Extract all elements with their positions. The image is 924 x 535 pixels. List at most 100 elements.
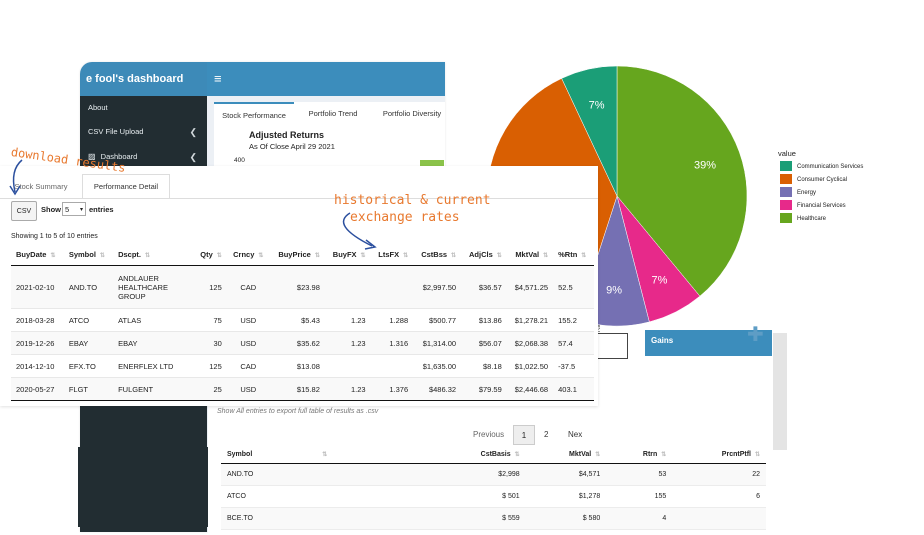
column-header[interactable]: BuyDate ⇅ — [11, 244, 64, 266]
table-row[interactable]: 2019-12-26 EBAY EBAY 30 USD $35.62 1.23 1.316 $1… — [11, 331, 594, 355]
tab-stock-summary[interactable]: Stock Summary — [14, 182, 68, 191]
sidebar-item-about[interactable]: About — [80, 96, 207, 120]
table-cell: $36.57 — [461, 265, 507, 309]
entries-select-value: 5 — [65, 205, 70, 214]
table-cell: $486.32 — [413, 377, 462, 401]
table-cell: $15.82 — [269, 377, 325, 401]
csv-download-button[interactable]: CSV — [11, 201, 37, 221]
sort-icon: ⇅ — [322, 452, 328, 458]
tab-portfolio-diversity[interactable]: Portfolio Diversity — [382, 109, 442, 118]
table-cell: USD — [226, 331, 270, 355]
table-cell: $2,997.50 — [413, 265, 462, 309]
pie-slice-label: 7% — [589, 100, 605, 112]
sort-icon: ⇅ — [543, 253, 549, 259]
table-cell: $13.08 — [269, 354, 325, 378]
pie-slice-communication-services — [561, 65, 618, 197]
column-header[interactable]: BuyPrice ⇅ — [269, 244, 325, 266]
column-header[interactable]: MktVal ⇅ — [506, 244, 554, 266]
sort-icon: ⇅ — [754, 452, 760, 458]
column-header[interactable]: Symbol ⇅ — [63, 244, 114, 266]
pager-next[interactable]: Nex — [568, 430, 583, 439]
legend-swatch — [780, 187, 792, 198]
table-cell: 1.23 — [324, 308, 371, 332]
legend-item: Financial Services — [780, 200, 846, 212]
column-header[interactable]: BuyFX ⇅ — [324, 244, 371, 266]
pager-page-2[interactable]: 2 — [544, 430, 549, 439]
legend-label: Energy — [797, 190, 817, 196]
column-header[interactable]: CstBss ⇅ — [413, 244, 462, 266]
table-row[interactable]: 2021-02-10 AND.TO ANDLAUER HEALTHCARE GROU… — [11, 265, 594, 309]
table-cell: 52.5 — [553, 265, 594, 309]
entries-select[interactable]: 5 ▾ — [62, 202, 86, 216]
column-header-label: LtsFX — [378, 250, 400, 259]
axis-tick: 400 — [234, 157, 245, 164]
table-cell: 403.1 — [553, 377, 594, 401]
table-cell: 2021-02-10 — [11, 265, 64, 309]
chevron-down-icon: ▾ — [79, 207, 83, 213]
pie-slice-label: 9% — [606, 285, 622, 297]
table-cell: 2019-12-26 — [11, 331, 64, 355]
tab-stock-performance[interactable]: Stock Performance — [214, 102, 294, 128]
sort-icon: ⇅ — [50, 253, 56, 259]
column-header[interactable]: Rtrn ⇅ — [606, 446, 673, 464]
column-header[interactable]: Symbol ⇅ — [221, 446, 431, 464]
chevron-left-icon: ❮ — [189, 127, 197, 137]
column-header[interactable]: MktVal ⇅ — [525, 446, 607, 464]
column-header-label: MktVal — [515, 250, 540, 259]
table-cell: 155 — [606, 485, 673, 508]
column-header[interactable]: %Rtn ⇅ — [553, 244, 594, 266]
column-header[interactable]: AdjCls ⇅ — [461, 244, 507, 266]
dashboard-topbar: ≡ — [207, 62, 445, 96]
performance-table: BuyDate ⇅ Symbol ⇅ Dscpt. ⇅ Qty ⇅ Crncy ⇅ BuyPrice… — [11, 244, 594, 401]
table-cell — [370, 354, 414, 378]
table-row[interactable]: AND.TO $2,998 $4,571 53 22 — [221, 463, 766, 486]
table-cell: 2020-05-27 — [11, 377, 64, 401]
table-cell: FULGENT — [113, 377, 194, 401]
performance-detail-card: Stock Summary Performance Detail CSV Sho… — [0, 166, 598, 406]
table-cell: $2,998 — [430, 463, 526, 486]
column-header[interactable]: Dscpt. ⇅ — [113, 244, 194, 266]
showing-info: Showing 1 to 5 of 10 entries — [11, 233, 98, 240]
sidebar-background — [78, 447, 208, 527]
column-header[interactable]: Qty ⇅ — [193, 244, 227, 266]
legend-item: Consumer Cyclical — [780, 174, 847, 186]
table-cell: ATCO — [221, 485, 431, 508]
sidebar-item-label: CSV File Upload — [88, 127, 144, 136]
table-cell: $79.59 — [461, 377, 507, 401]
table-cell: 1.288 — [370, 308, 414, 332]
scrollbar[interactable] — [773, 333, 787, 450]
tab-portfolio-trend[interactable]: Portfolio Trend — [308, 109, 358, 118]
table-cell: $5.43 — [269, 308, 325, 332]
table-cell: $8.18 — [461, 354, 507, 378]
table-cell: EBAY — [113, 331, 194, 355]
hamburger-icon[interactable]: ≡ — [214, 71, 222, 86]
sort-icon: ⇅ — [258, 253, 264, 259]
table-cell: USD — [226, 377, 270, 401]
table-row[interactable]: ATCO $ 501 $1,278 155 6 — [221, 485, 766, 508]
legend-label: Financial Services — [797, 203, 846, 209]
export-footnote: Show All entries to export full table of… — [217, 408, 379, 415]
table-header-row: BuyDate ⇅ Symbol ⇅ Dscpt. ⇅ Qty ⇅ Crncy ⇅ BuyPrice… — [11, 244, 594, 266]
pager-page-1[interactable]: 1 — [513, 425, 535, 445]
sidebar-item-label: Dashboard — [100, 152, 138, 161]
legend-swatch — [780, 200, 792, 211]
pager-previous[interactable]: Previous — [473, 430, 505, 439]
table-row[interactable]: 2020-05-27 FLGT FULGENT 25 USD $15.82 1.23 1.37… — [11, 377, 594, 401]
sidebar-item-dashboard[interactable]: ▨ Dashboard ❮ — [80, 145, 207, 169]
panel-subtitle: As Of Close April 29 2021 — [249, 142, 335, 151]
sort-icon: ⇅ — [216, 253, 222, 259]
tab-performance-detail[interactable]: Performance Detail — [82, 174, 170, 199]
column-header[interactable]: CstBasis ⇅ — [430, 446, 526, 464]
table-cell: $1,314.00 — [413, 331, 462, 355]
table-cell: $56.07 — [461, 331, 507, 355]
column-header[interactable]: Crncy ⇅ — [226, 244, 270, 266]
column-header[interactable]: PrcntPtfl ⇅ — [672, 446, 766, 464]
table-row[interactable]: 2018-03-28 ATCO ATLAS 75 USD $5.43 1.23 1.288 $5… — [11, 308, 594, 332]
summary-table: Symbol ⇅ CstBasis ⇅ MktVal ⇅ Rtrn ⇅ PrcntPtf… — [221, 446, 766, 530]
sidebar-item-csv-upload[interactable]: CSV File Upload ❮ — [80, 120, 207, 144]
column-header[interactable]: LtsFX ⇅ — [370, 244, 414, 266]
table-cell: 1.23 — [324, 331, 371, 355]
table-cell: $500.77 — [413, 308, 462, 332]
table-row[interactable]: 2014-12-10 EFX.TO ENERFLEX LTD 125 CAD $13.08… — [11, 354, 594, 378]
table-cell: $1,635.00 — [413, 354, 462, 378]
